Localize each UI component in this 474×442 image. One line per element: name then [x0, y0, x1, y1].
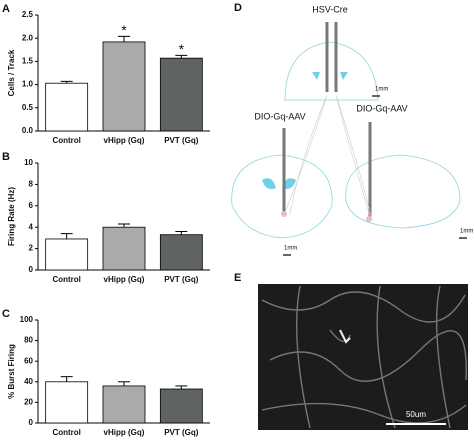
bar [45, 238, 89, 271]
y-tick-label: 1.0 [22, 80, 34, 89]
y-tick-label: 0.0 [22, 126, 34, 135]
x-tick-label: PVT (Gq) [164, 275, 199, 284]
injection-label: HSV-Cre [312, 4, 348, 14]
y-tick-label: 6 [29, 201, 34, 210]
injection-site [281, 211, 287, 217]
y-axis-label: Cells / Track [7, 49, 16, 96]
bar [159, 57, 203, 132]
panel-label: A [2, 3, 10, 15]
micrograph: E 50um [234, 272, 468, 430]
scale-label: 1mm [460, 229, 473, 235]
target-region [312, 72, 348, 80]
x-tick-label: Control [52, 136, 80, 145]
bar [102, 41, 146, 132]
brain-section [284, 41, 379, 101]
x-tick-label: PVT (Gq) [164, 136, 199, 145]
virus-label: DIO-Gq-AAV [254, 111, 305, 121]
circuit-diagram: D HSV-Cre 1mm DIO-Gq-AAV DIO-Gq-AAV 1mm … [231, 2, 473, 256]
panel-label: C [2, 308, 10, 320]
y-tick-label: 2.5 [22, 10, 34, 19]
y-tick-label: 4 [29, 222, 34, 231]
image [258, 284, 468, 430]
y-tick-label: 0.5 [22, 103, 34, 112]
virus-label: DIO-Gq-AAV [356, 103, 407, 113]
y-axis-label: Firing Rate (Hz) [7, 187, 16, 246]
labeled-cell [339, 329, 351, 344]
y-tick-label: 0 [29, 265, 34, 274]
y-tick-label: 8 [29, 180, 34, 189]
y-tick-label: 100 [20, 315, 34, 324]
y-tick-label: 2.0 [22, 33, 34, 42]
bar [102, 385, 146, 424]
vessel [261, 285, 467, 429]
target-region [262, 178, 296, 189]
x-tick-label: PVT (Gq) [164, 428, 199, 437]
y-tick-label: 1.5 [22, 57, 34, 66]
significance-marker: * [121, 22, 127, 38]
bar [45, 82, 89, 132]
x-tick-label: vHipp (Gq) [104, 275, 145, 284]
projection [285, 94, 373, 221]
x-tick-label: Control [52, 428, 80, 437]
y-tick-label: 2 [29, 244, 34, 253]
x-tick-label: vHipp (Gq) [104, 136, 145, 145]
x-tick-label: Control [52, 275, 80, 284]
y-tick-label: 80 [24, 336, 33, 345]
panel-label: D [234, 2, 242, 14]
panel-label: B [2, 151, 10, 163]
brain-section [345, 154, 461, 229]
significance-marker: * [179, 41, 185, 57]
panel-label: E [234, 272, 241, 284]
x-tick-label: vHipp (Gq) [104, 428, 145, 437]
bar [159, 388, 203, 424]
brain-section [231, 154, 333, 239]
y-tick-label: 20 [24, 398, 33, 407]
scale-label: 1mm [284, 246, 297, 252]
y-axis-label: % Burst Firing [7, 344, 16, 399]
y-tick-label: 10 [24, 158, 33, 167]
y-tick-label: 40 [24, 377, 33, 386]
scale-label: 50um [406, 410, 426, 419]
bar [45, 381, 89, 424]
bar [159, 234, 203, 271]
injection-site [366, 216, 372, 222]
bar [102, 226, 146, 271]
scale-label: 1mm [375, 87, 388, 93]
y-tick-label: 0 [29, 418, 34, 427]
y-tick-label: 60 [24, 356, 33, 365]
